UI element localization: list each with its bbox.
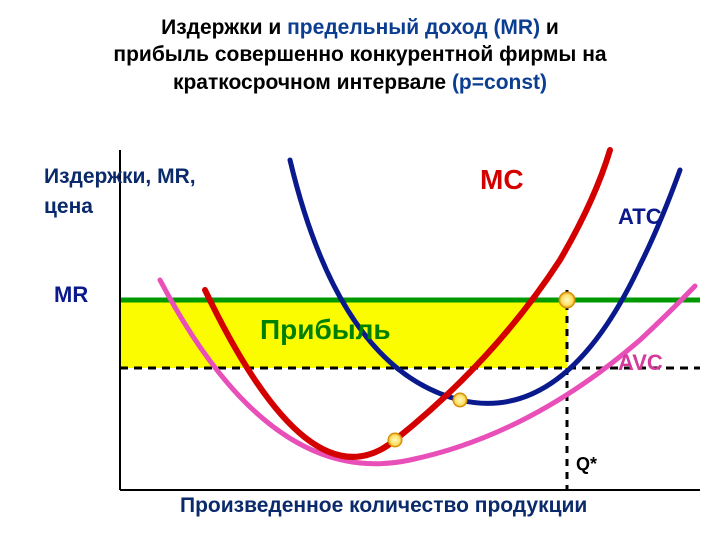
economics-chart xyxy=(0,0,720,540)
profit-label: Прибыль xyxy=(260,314,391,346)
mc-label: MC xyxy=(480,164,524,196)
mr-label: MR xyxy=(54,282,88,308)
x-axis-label: Произведенное количество продукции xyxy=(180,494,587,518)
y-axis-label-1: Издержки, MR, xyxy=(44,165,196,189)
atc-label: ATC xyxy=(618,204,662,230)
y-axis-label-2: цена xyxy=(44,195,93,219)
qstar-label: Q* xyxy=(576,454,597,475)
avc-label: AVC xyxy=(618,350,663,376)
